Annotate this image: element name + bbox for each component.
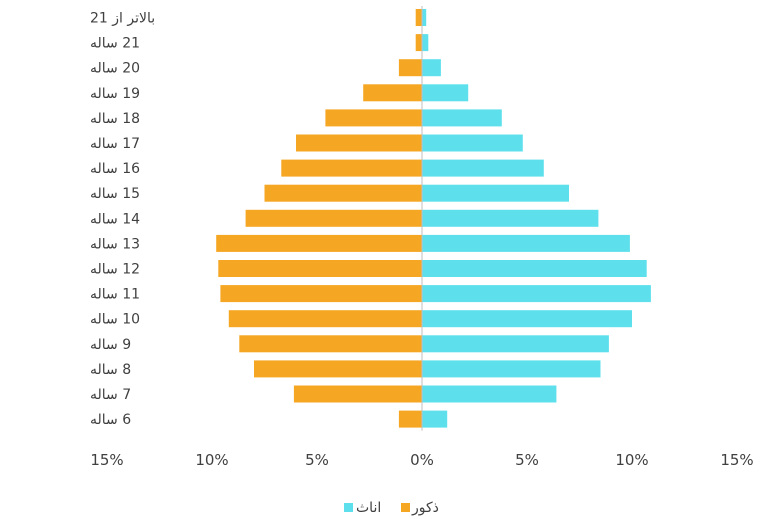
bar-female-2 xyxy=(422,360,601,378)
bar-female-10 xyxy=(422,159,544,177)
series-female-bars xyxy=(422,9,651,428)
bar-female-14 xyxy=(422,59,441,77)
bar-male-8 xyxy=(245,209,422,227)
bar-male-16 xyxy=(415,9,422,26)
bar-male-15 xyxy=(415,34,422,52)
category-label-1: 7 ساله xyxy=(90,387,131,403)
bar-male-5 xyxy=(220,285,422,303)
category-label-5: 11 ساله xyxy=(90,287,140,303)
x-tick-label-4: 5% xyxy=(515,451,539,469)
bar-male-6 xyxy=(218,260,422,277)
bar-female-11 xyxy=(422,134,523,152)
bar-female-4 xyxy=(422,310,632,328)
bar-male-7 xyxy=(216,234,422,252)
category-labels: بالاتر از 21 21 ساله 20 ساله 19 ساله 18 ساله… xyxy=(90,11,155,429)
bar-male-1 xyxy=(293,385,422,403)
legend-swatch-female xyxy=(344,503,353,512)
bar-male-3 xyxy=(239,335,422,353)
category-label-4: 10 ساله xyxy=(90,312,140,328)
x-tick-label-6: 15% xyxy=(720,451,753,469)
bar-male-12 xyxy=(325,109,422,127)
bar-female-6 xyxy=(422,260,647,277)
legend-label-male: ذکور xyxy=(411,500,439,516)
category-label-9: 15 ساله xyxy=(90,186,140,202)
category-label-16: بالاتر از 21 xyxy=(90,11,155,27)
bar-male-10 xyxy=(281,159,422,177)
x-axis-tick-labels: 15% 10% 5% 0% 5% 10% 15% xyxy=(90,451,753,469)
legend-swatch-male xyxy=(401,503,410,512)
bar-male-2 xyxy=(254,360,422,378)
category-label-10: 16 ساله xyxy=(90,161,140,177)
bar-male-13 xyxy=(363,84,422,102)
bar-female-0 xyxy=(422,410,448,428)
bar-female-12 xyxy=(422,109,502,127)
bar-male-0 xyxy=(398,410,422,428)
bar-female-13 xyxy=(422,84,469,102)
category-label-2: 8 ساله xyxy=(90,362,131,378)
bar-female-9 xyxy=(422,184,569,202)
category-label-0: 6 ساله xyxy=(90,412,131,428)
bar-male-4 xyxy=(228,310,422,328)
bar-male-11 xyxy=(296,134,422,152)
bar-male-14 xyxy=(398,59,422,77)
bar-female-8 xyxy=(422,209,599,227)
x-tick-label-3: 0% xyxy=(410,451,434,469)
bar-female-16 xyxy=(422,9,427,26)
category-label-14: 20 ساله xyxy=(90,61,140,77)
category-label-6: 12 ساله xyxy=(90,262,140,278)
category-label-3: 9 ساله xyxy=(90,337,131,353)
bar-male-9 xyxy=(264,184,422,202)
bar-female-5 xyxy=(422,285,651,303)
legend-label-female: اناث xyxy=(356,500,381,516)
category-label-12: 18 ساله xyxy=(90,111,140,127)
bar-female-3 xyxy=(422,335,609,353)
bar-female-7 xyxy=(422,234,630,252)
series-male-bars xyxy=(216,9,422,428)
bar-female-15 xyxy=(422,34,429,52)
x-tick-label-5: 10% xyxy=(615,451,648,469)
category-label-8: 14 ساله xyxy=(90,211,140,227)
legend: اناث ذکور xyxy=(344,500,439,516)
x-tick-label-1: 10% xyxy=(195,451,228,469)
bar-female-1 xyxy=(422,385,557,403)
category-label-15: 21 ساله xyxy=(90,36,140,52)
x-tick-label-2: 5% xyxy=(305,451,329,469)
category-label-13: 19 ساله xyxy=(90,86,140,102)
category-label-11: 17 ساله xyxy=(90,136,140,152)
x-tick-label-0: 15% xyxy=(90,451,123,469)
category-label-7: 13 ساله xyxy=(90,236,140,252)
